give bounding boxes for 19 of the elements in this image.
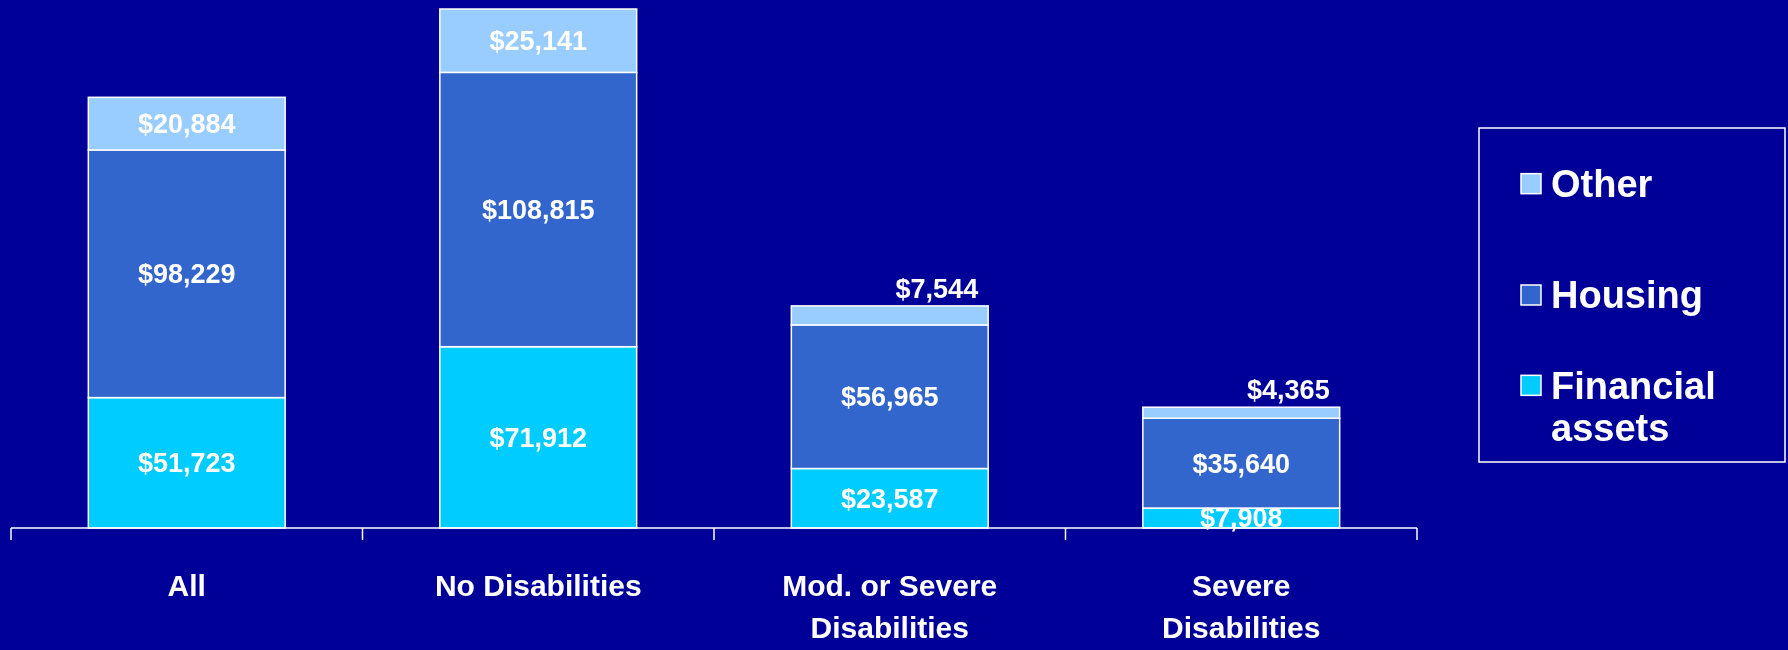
data-label: $51,723 [137,448,236,479]
data-label: $108,815 [481,194,595,225]
x-tick-label: Mod. or Severe Disabilities [782,569,998,644]
data-label: $35,640 [1192,448,1291,479]
legend-label: Financial assets [1551,364,1716,449]
data-label: $7,908 [1199,503,1283,534]
data-label: $98,229 [137,259,236,290]
x-tick-label: All [167,569,206,602]
data-label: $20,884 [137,109,236,140]
data-label: $25,141 [489,26,588,57]
data-label: $23,587 [840,483,939,514]
data-label: $71,912 [489,422,588,453]
data-label: $7,544 [895,273,979,304]
data-label: $56,965 [840,382,939,413]
x-tick-label: Severe Disabilities [1162,569,1321,644]
data-label: $4,365 [1247,375,1330,406]
legend-label: Other [1551,162,1653,205]
x-tick-label: No Disabilities [434,569,642,602]
legend-label: Housing [1551,274,1703,317]
